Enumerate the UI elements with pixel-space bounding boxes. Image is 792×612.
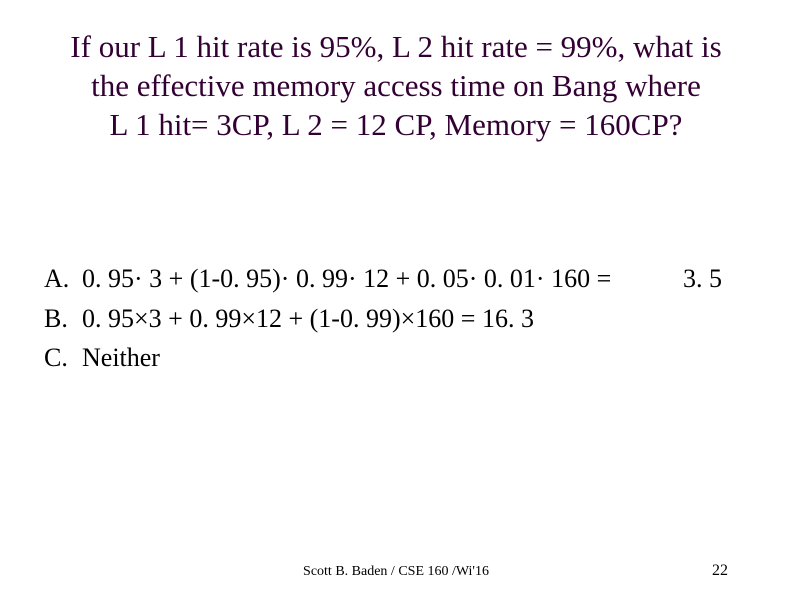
page-number: 22	[712, 562, 728, 580]
answer-text: 0. 95· 3 + (1-0. 95)· 0. 99· 12 + 0. 05·…	[82, 260, 643, 298]
answer-marker: B.	[44, 300, 82, 338]
answer-row: B. 0. 95×3 + 0. 99×12 + (1-0. 99)×160 = …	[44, 300, 722, 338]
answer-row: A. 0. 95· 3 + (1-0. 95)· 0. 99· 12 + 0. …	[44, 260, 722, 298]
slide-title: If our L 1 hit rate is 95%, L 2 hit rate…	[30, 28, 762, 144]
title-line-2: the effective memory access time on Bang…	[91, 68, 701, 103]
answer-text: 0. 95×3 + 0. 99×12 + (1-0. 99)×160 = 16.…	[82, 300, 682, 338]
answers-block: A. 0. 95· 3 + (1-0. 95)· 0. 99· 12 + 0. …	[44, 260, 722, 379]
title-line-1: If our L 1 hit rate is 95%, L 2 hit rate…	[70, 29, 721, 64]
answer-result: 3. 5	[643, 260, 722, 298]
answer-marker: A.	[44, 260, 82, 298]
slide: If our L 1 hit rate is 95%, L 2 hit rate…	[0, 0, 792, 612]
answer-text: Neither	[82, 339, 682, 377]
title-line-3: L 1 hit= 3CP, L 2 = 12 CP, Memory = 160C…	[110, 107, 683, 142]
answer-marker: C.	[44, 339, 82, 377]
footer-credit: Scott B. Baden / CSE 160 /Wi'16	[0, 564, 792, 580]
answer-row: C. Neither	[44, 339, 722, 377]
